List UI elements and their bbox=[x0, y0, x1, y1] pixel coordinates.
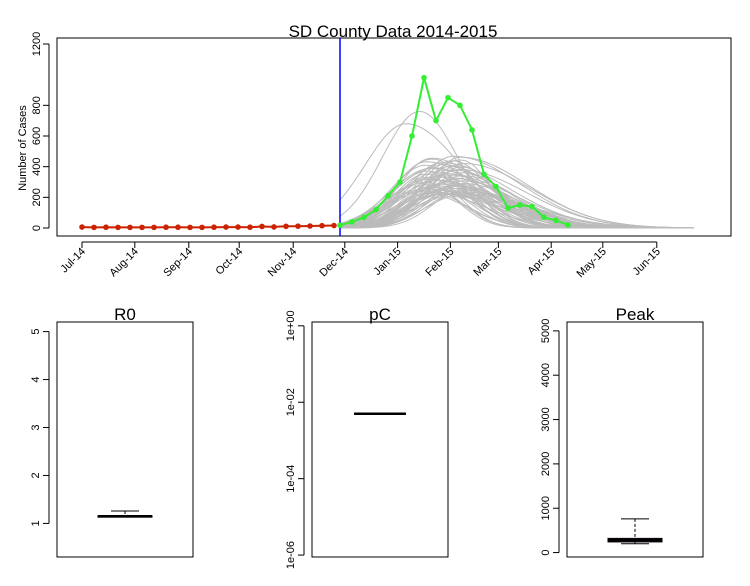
data-point bbox=[469, 127, 475, 133]
data-point bbox=[295, 223, 301, 229]
plot-frame bbox=[56, 37, 732, 237]
x-tick-label: Nov-14 bbox=[266, 246, 300, 280]
data-point bbox=[373, 206, 379, 213]
data-point bbox=[385, 193, 391, 199]
x-tick-label: Sep-14 bbox=[161, 246, 195, 280]
y-tick-label: 5 bbox=[30, 329, 42, 335]
y-tick-label: 4000 bbox=[540, 363, 552, 387]
data-point bbox=[493, 183, 499, 190]
chart-title: SD County Data 2014-2015 bbox=[289, 22, 498, 41]
data-point bbox=[79, 224, 85, 230]
panel-title: pC bbox=[369, 305, 391, 324]
y-tick-label: 1000 bbox=[540, 496, 552, 520]
y-tick-label: 2000 bbox=[540, 452, 552, 476]
data-point bbox=[565, 222, 571, 228]
data-point bbox=[175, 224, 181, 231]
y-tick-label: 600 bbox=[31, 127, 43, 145]
data-point bbox=[397, 179, 403, 185]
y-tick-label: 0 bbox=[31, 225, 43, 231]
x-tick-label: Mar-15 bbox=[471, 246, 504, 279]
simulation-curve bbox=[339, 155, 694, 229]
x-tick-label: Dec-14 bbox=[317, 246, 351, 280]
data-point bbox=[445, 94, 451, 101]
data-point bbox=[517, 202, 523, 208]
x-tick-label: May-15 bbox=[574, 246, 608, 280]
y-tick-label: 1200 bbox=[31, 32, 43, 56]
data-point bbox=[115, 224, 121, 231]
data-point bbox=[331, 222, 337, 229]
y-tick-label: 1e-06 bbox=[285, 541, 297, 569]
data-point bbox=[199, 224, 205, 231]
axes: 0 200 400 600 800 1200 Jul-14 Aug-14 Sep-14 Oct-1… bbox=[31, 32, 663, 280]
data-point bbox=[283, 223, 289, 230]
y-tick-label: 3 bbox=[30, 424, 42, 430]
data-point bbox=[91, 224, 97, 231]
data-point bbox=[139, 224, 145, 231]
data-point bbox=[223, 224, 229, 230]
data-point bbox=[349, 219, 355, 225]
simulation-curve bbox=[340, 156, 694, 229]
data-point bbox=[307, 223, 313, 229]
y-axis-label: Number of Cases bbox=[17, 105, 29, 191]
observed-line bbox=[81, 224, 335, 229]
data-series bbox=[79, 74, 571, 231]
data-point bbox=[481, 171, 487, 178]
y-tick-label: 800 bbox=[31, 96, 43, 114]
data-point bbox=[187, 224, 193, 231]
y-tick-label: 5000 bbox=[540, 319, 552, 343]
simulation-curve bbox=[339, 162, 694, 229]
data-point bbox=[529, 203, 535, 210]
data-point bbox=[259, 223, 265, 230]
data-point bbox=[151, 224, 157, 231]
data-point bbox=[319, 222, 325, 229]
x-tick-label: Feb-15 bbox=[423, 246, 456, 279]
data-point bbox=[337, 222, 343, 229]
y-tick-label: 1e-04 bbox=[285, 465, 297, 493]
plot-frame bbox=[56, 321, 194, 558]
data-point bbox=[247, 224, 253, 231]
peak-boxplot-panel: Peak 0 1000 2000 3000 4000 5000 bbox=[540, 305, 704, 558]
data-point bbox=[457, 102, 463, 109]
x-tick-label: Jun-15 bbox=[631, 246, 663, 278]
data-point bbox=[505, 205, 511, 211]
data-point bbox=[541, 214, 547, 221]
data-point bbox=[271, 224, 277, 230]
data-point bbox=[103, 224, 109, 231]
data-point bbox=[361, 214, 367, 221]
x-tick-label: Jan-15 bbox=[371, 246, 403, 278]
y-tick-label: 3000 bbox=[540, 407, 552, 431]
data-point bbox=[409, 133, 415, 139]
data-point bbox=[433, 117, 439, 124]
y-tick-label: 400 bbox=[31, 157, 43, 175]
r0-boxplot-panel: R0 1 2 3 4 5 bbox=[30, 305, 194, 558]
data-point bbox=[163, 224, 169, 231]
y-tick-label: 1e+00 bbox=[285, 310, 297, 341]
y-tick-label: 2 bbox=[30, 472, 42, 478]
data-point bbox=[127, 224, 133, 231]
pc-boxplot-panel: pC 1e-06 1e-04 1e-02 1e+00 bbox=[285, 305, 449, 569]
panel-title: R0 bbox=[114, 305, 136, 324]
y-tick-label: 200 bbox=[31, 188, 43, 206]
y-tick-label: 1 bbox=[30, 520, 42, 526]
x-tick-label: Jul-14 bbox=[58, 246, 88, 276]
y-tick-label: 0 bbox=[540, 550, 552, 556]
x-tick-label: Apr-15 bbox=[525, 246, 557, 278]
data-point bbox=[553, 217, 559, 224]
data-point bbox=[421, 74, 427, 81]
plot-frame bbox=[566, 321, 704, 558]
plot-frame bbox=[311, 321, 449, 558]
panel-title: Peak bbox=[616, 305, 655, 324]
x-tick-label: Aug-14 bbox=[107, 246, 141, 280]
simulation-curve bbox=[339, 110, 694, 229]
data-point bbox=[235, 224, 241, 230]
x-tick-label: Oct-14 bbox=[213, 246, 245, 278]
y-tick-label: 4 bbox=[30, 376, 42, 382]
epidemic-curve-panel: 0 200 400 600 800 1200 Jul-14 Aug-14 Sep-14 Oct-1… bbox=[17, 22, 732, 280]
y-tick-label: 1e-02 bbox=[285, 388, 297, 416]
data-point bbox=[211, 224, 217, 231]
